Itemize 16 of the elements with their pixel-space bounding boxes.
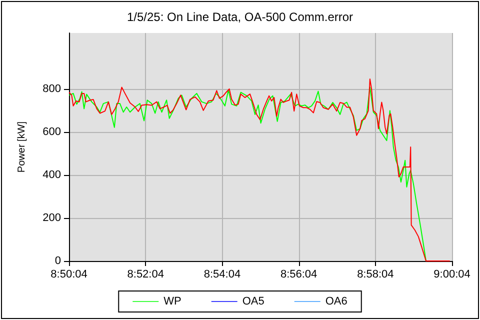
x-tick-label: 9:00:04 [434, 268, 470, 280]
x-tick-label: 8:54:04 [204, 268, 241, 280]
y-tick-label: 600 [42, 126, 61, 138]
legend-label: OA6 [325, 296, 348, 308]
y-tick-label: 400 [42, 168, 61, 181]
x-tick-label: 8:50:04 [50, 268, 88, 280]
chart-title: 1/5/25: On Line Data, OA-500 Comm.error [126, 10, 354, 24]
legend-label: OA5 [242, 296, 264, 308]
y-tick-label: 0 [54, 255, 61, 267]
x-tick-label: 8:58:04 [357, 268, 394, 280]
x-tick-label: 8:52:04 [127, 268, 164, 280]
legend-label: WP [164, 296, 182, 308]
y-axis-title: Power [kW] [16, 121, 28, 173]
x-tick-label: 8:56:04 [280, 268, 318, 280]
y-tick-label: 200 [42, 212, 61, 224]
y-tick-label: 800 [42, 82, 61, 95]
